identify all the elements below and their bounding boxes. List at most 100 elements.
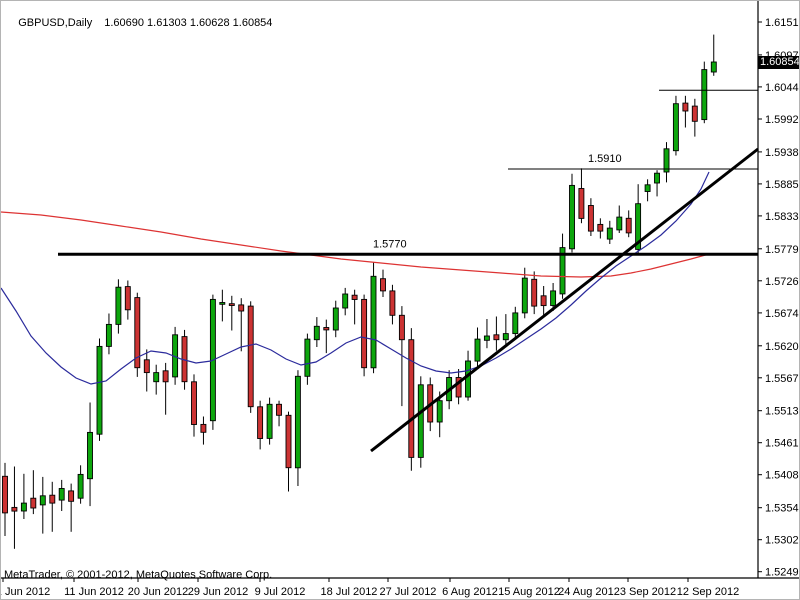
candle [285,411,292,492]
price-tick-label: 1.58855 [765,179,800,191]
candle-body [58,488,65,501]
date-label: 9 Jul 2012 [255,586,306,598]
candle-body [200,423,207,433]
candle-body [332,307,339,331]
candle-body [597,223,604,232]
date-label: 1 Jun 2012 [1,586,50,598]
candle-body [663,148,670,173]
candle [238,298,245,352]
candle [370,262,377,374]
chart-title: GBPUSD,Daily 1.60690 1.61303 1.60628 1.60… [6,5,272,41]
candle-body [540,295,547,307]
price-tick-label: 1.61510 [765,17,800,29]
level-label: 1.5770 [373,238,407,250]
candle [691,98,698,137]
candles-layer [2,34,717,549]
candle [521,267,528,319]
candle-body [39,495,46,506]
candle [531,271,538,315]
current-price-badge: 1.60854 [758,56,799,69]
candle [276,400,282,427]
copyright-label: MetaTrader, © 2001-2012, MetaQuotes Soft… [4,569,273,581]
candle-body [285,414,292,469]
price-tick-label: 1.57265 [765,276,800,288]
candle [512,306,519,340]
candle [200,416,207,445]
candle-body [512,312,519,335]
date-label: 12 Sep 2012 [677,586,739,598]
candle-body [115,286,122,325]
candle [11,466,18,549]
candle [663,142,670,183]
candle [625,210,632,238]
candle-body [578,188,585,219]
candle-body [408,339,415,458]
candle [49,481,56,532]
candle [380,269,386,297]
candle-body [559,247,566,295]
price-tick-label: 1.60445 [765,82,800,94]
candle [247,301,254,413]
candle-body [587,205,594,232]
date-label: 27 Jul 2012 [380,586,437,598]
price-tick-label: 1.57790 [765,244,800,256]
candle-body [569,184,575,250]
candle-body [257,406,264,439]
trendline[interactable] [370,147,759,453]
candle-body [2,475,8,514]
price-tick-label: 1.54610 [765,438,800,450]
candle-body [105,323,112,347]
candle [313,317,320,347]
candle [493,316,500,351]
candle [294,370,301,486]
candle-body [77,473,84,499]
price-tick-label: 1.53545 [765,503,800,515]
candle-body [493,334,500,341]
candle [644,179,651,202]
candle-body [644,184,651,192]
candle-body [49,494,56,504]
candle [162,362,169,415]
candle-body [521,277,528,314]
price-tick-label: 1.56740 [765,308,800,320]
candle-body [550,290,557,306]
price-tick-label: 1.52495 [765,567,800,579]
candle [20,473,27,519]
candle-body [701,69,708,121]
symbol-period-label: GBPUSD,Daily [18,17,93,29]
candle [342,287,349,316]
candle-body [455,377,462,398]
candle-body [682,102,689,112]
candle [266,397,273,445]
candle-body [654,172,660,184]
candle-body [361,298,368,369]
candle [569,173,575,253]
candle [550,283,557,311]
candle [616,205,623,233]
date-label: 18 Jul 2012 [321,586,378,598]
candle-body [380,278,386,292]
candle-body [370,275,377,369]
candle [39,476,46,534]
candle-body [474,338,481,362]
date-label: 29 Jun 2012 [188,586,249,598]
ohlc-values-label: 1.60690 1.61303 1.60628 1.60854 [104,17,273,29]
candle-body [323,327,330,331]
candle [417,376,424,468]
candle-body [96,345,103,435]
candle-body [502,333,509,341]
candle [455,369,462,405]
candle-body [266,403,273,439]
candle-body [238,304,245,312]
candle-body [531,278,538,307]
date-label: 3 Sep 2012 [620,586,676,598]
price-tick-label: 1.55135 [765,406,800,418]
date-label: 24 Aug 2012 [558,586,620,598]
candle [559,233,566,299]
candle-body [313,325,320,341]
date-label: 15 Aug 2012 [498,586,560,598]
date-label: 20 Jun 2012 [128,586,189,598]
candle [483,319,490,349]
